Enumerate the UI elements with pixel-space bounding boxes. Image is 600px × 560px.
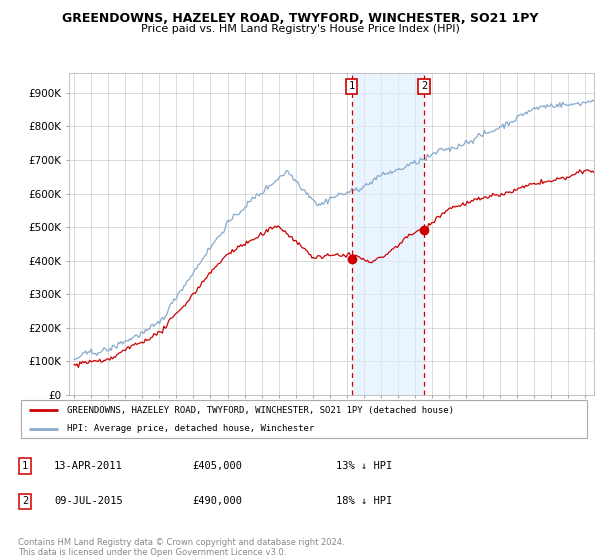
Text: £490,000: £490,000: [192, 496, 242, 506]
Text: 18% ↓ HPI: 18% ↓ HPI: [336, 496, 392, 506]
Text: 09-JUL-2015: 09-JUL-2015: [54, 496, 123, 506]
Text: Contains HM Land Registry data © Crown copyright and database right 2024.
This d: Contains HM Land Registry data © Crown c…: [18, 538, 344, 557]
Bar: [352, 73, 424, 395]
Text: Price paid vs. HM Land Registry's House Price Index (HPI): Price paid vs. HM Land Registry's House …: [140, 24, 460, 34]
Text: £405,000: £405,000: [192, 461, 242, 471]
Text: HPI: Average price, detached house, Winchester: HPI: Average price, detached house, Winc…: [67, 424, 314, 433]
Text: 2: 2: [22, 496, 28, 506]
Text: 2: 2: [421, 81, 427, 91]
Text: 13% ↓ HPI: 13% ↓ HPI: [336, 461, 392, 471]
FancyBboxPatch shape: [21, 400, 587, 438]
Text: GREENDOWNS, HAZELEY ROAD, TWYFORD, WINCHESTER, SO21 1PY: GREENDOWNS, HAZELEY ROAD, TWYFORD, WINCH…: [62, 12, 538, 25]
Text: 1: 1: [349, 81, 355, 91]
Text: 1: 1: [22, 461, 28, 471]
Text: 13-APR-2011: 13-APR-2011: [54, 461, 123, 471]
Text: GREENDOWNS, HAZELEY ROAD, TWYFORD, WINCHESTER, SO21 1PY (detached house): GREENDOWNS, HAZELEY ROAD, TWYFORD, WINCH…: [67, 405, 454, 414]
